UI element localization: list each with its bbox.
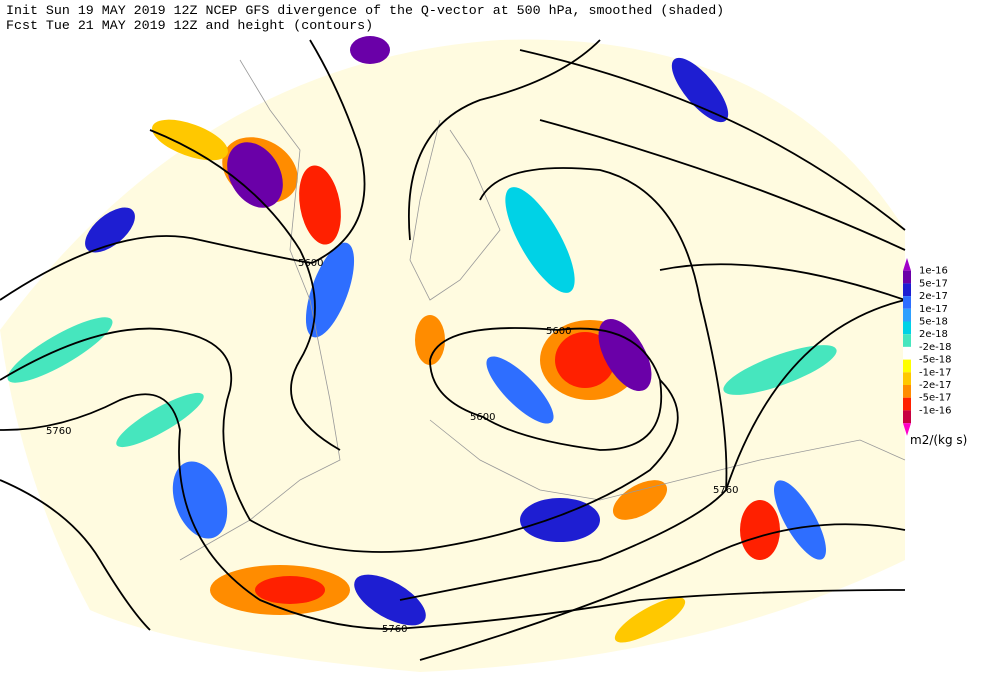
colorbar-swatch — [903, 258, 911, 271]
colorbar-swatch — [903, 321, 911, 335]
height-contours — [0, 39, 906, 661]
colorbar-swatch — [903, 283, 911, 297]
shaded-field — [0, 36, 905, 673]
colorbar-units: m2/(kg s) — [910, 433, 967, 447]
colorbar-label: 2e-17 — [919, 291, 948, 302]
colorbar-label: 2e-18 — [919, 329, 948, 340]
colorbar-label: -1e-17 — [919, 367, 951, 378]
contour-label: 5760 — [382, 624, 407, 635]
contour-labels: 5600 5600 5600 5760 5760 5760 — [46, 258, 738, 635]
colorbar-swatch — [903, 359, 911, 373]
colorbar-swatch — [903, 308, 911, 322]
colorbar-swatch — [903, 270, 911, 284]
colorbar-label: 1e-16 — [919, 266, 948, 277]
contour-label: 5600 — [546, 326, 571, 337]
header-line-1: Init Sun 19 MAY 2019 12Z NCEP GFS diverg… — [6, 3, 724, 18]
colorbar-label: 1e-17 — [919, 304, 948, 315]
colorbar-label: -5e-18 — [919, 355, 951, 366]
colorbar-label: -5e-17 — [919, 393, 951, 404]
contour-label: 5600 — [470, 412, 495, 423]
colorbar-label: 5e-18 — [919, 317, 948, 328]
colorbar-label: -1e-16 — [919, 405, 951, 416]
colorbar-swatch — [903, 372, 911, 385]
contour-label: 5760 — [713, 485, 738, 496]
colorbar-swatch — [903, 423, 911, 436]
colorbar-label: -2e-17 — [919, 380, 951, 391]
colorbar-swatch — [903, 334, 911, 347]
colorbar-swatch — [903, 397, 911, 411]
colorbar-label: 5e-17 — [919, 278, 948, 289]
colorbar-swatch — [903, 346, 911, 360]
header-line-2: Fcst Tue 21 MAY 2019 12Z and height (con… — [6, 18, 373, 33]
coastlines — [179, 59, 906, 561]
colorbar-label: -2e-18 — [919, 342, 951, 353]
colorbar-swatch — [903, 296, 911, 309]
colorbar-swatch — [903, 410, 911, 424]
colorbar-swatch — [903, 385, 911, 398]
contour-label: 5600 — [298, 258, 323, 269]
contour-label: 5760 — [46, 426, 71, 437]
